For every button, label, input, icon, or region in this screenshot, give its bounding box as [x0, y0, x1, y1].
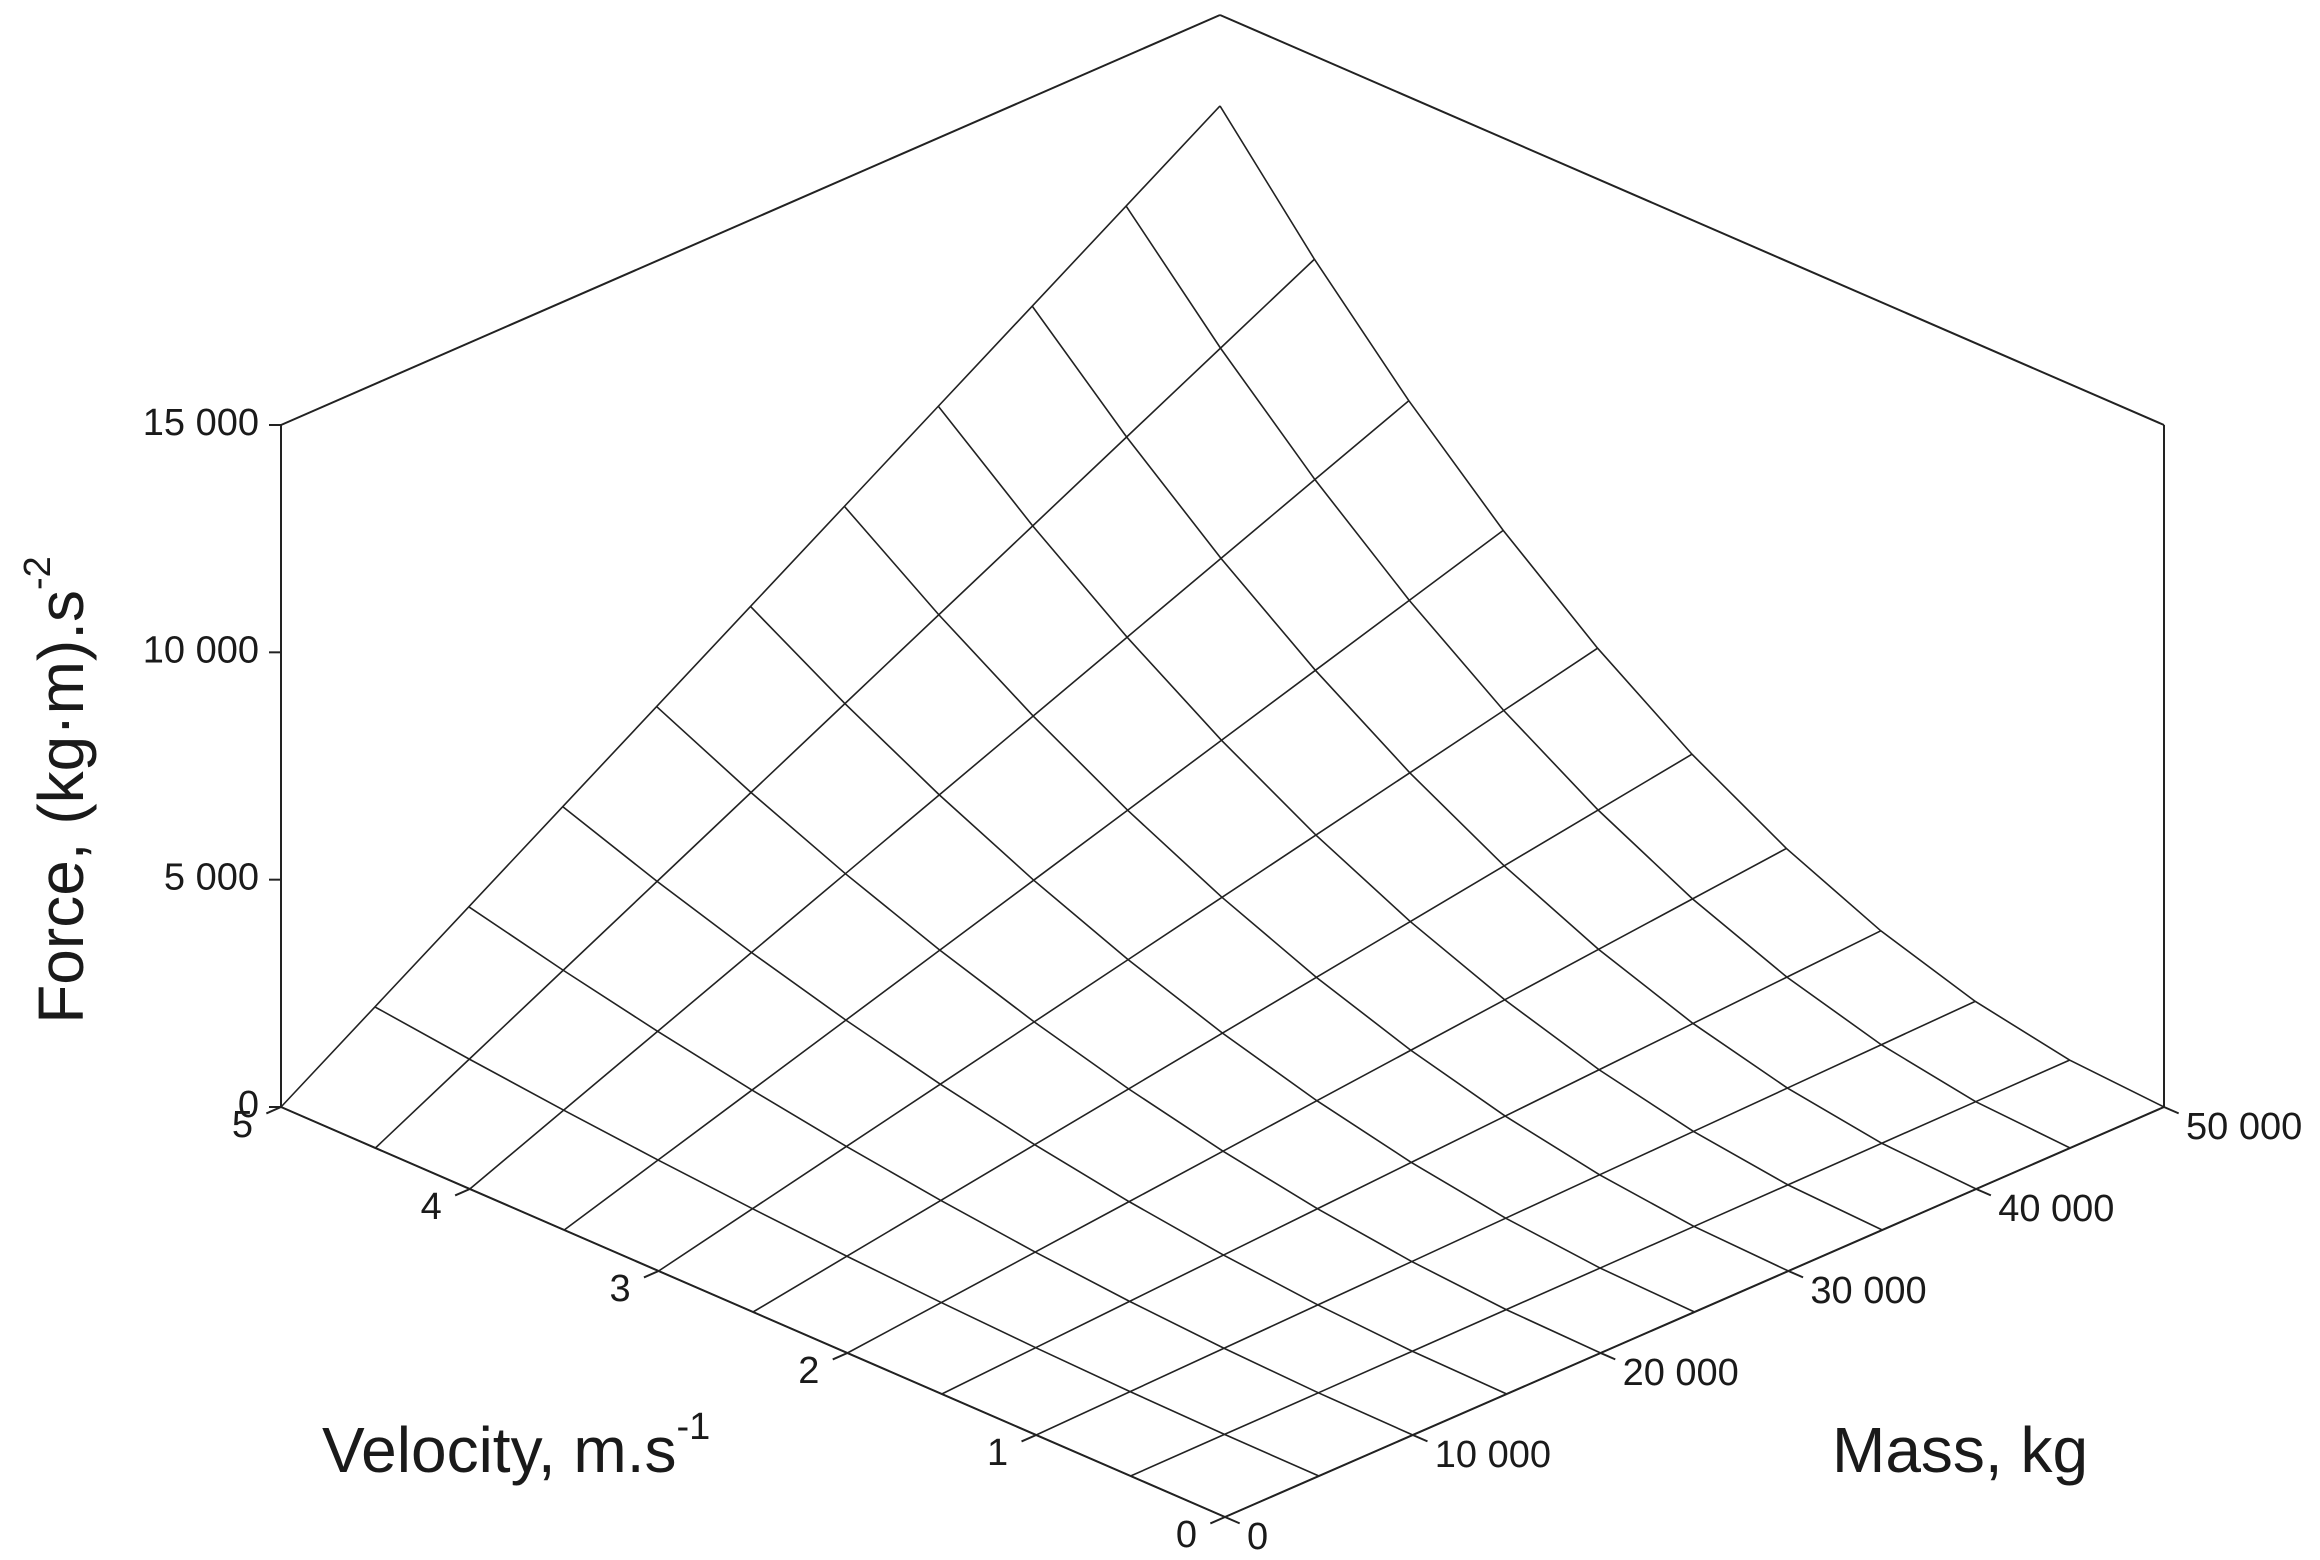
x-axis-label: Mass, kg [1832, 1414, 2088, 1486]
mesh-line [937, 405, 1883, 1231]
y-tick [1021, 1434, 1037, 1443]
z-tick-label: 5 000 [164, 857, 259, 899]
y-tick [454, 1188, 471, 1197]
y-tick [265, 1106, 282, 1115]
mesh-line [1224, 1106, 2165, 1518]
x-tick-label: 50 000 [2186, 1106, 2302, 1148]
y-tick-label: 1 [987, 1432, 1008, 1474]
z-tick-label: 10 000 [143, 629, 259, 671]
mesh-line [749, 605, 1695, 1313]
y-tick [643, 1270, 660, 1279]
x-tick [1412, 1434, 1428, 1443]
y-tick-label: 2 [798, 1350, 819, 1392]
z-axis-label-text: Force, (kg·m).s [25, 590, 97, 1024]
mesh-line [656, 705, 1601, 1354]
y-tick-label: 5 [232, 1104, 253, 1146]
z-tick-label: 15 000 [143, 402, 259, 444]
mesh-line [1035, 1000, 1976, 1436]
x-tick-label: 0 [1247, 1516, 1268, 1558]
mesh-line [752, 753, 1693, 1313]
z-axis-label: Force, (kg·m).s-2 [17, 556, 97, 1024]
z-tick-label: 0 [238, 1084, 259, 1126]
y-axis-label-text: Velocity, m.s [322, 1414, 676, 1486]
x-tick [1975, 1188, 1992, 1197]
mesh-line [469, 400, 1410, 1190]
x-tick [1788, 1270, 1804, 1279]
mesh-line [1219, 105, 2165, 1108]
mesh-line [1031, 305, 1977, 1190]
y-axis-label-sup: -1 [676, 1406, 710, 1448]
surface-mesh [280, 105, 2165, 1518]
x-tick-label: 30 000 [1810, 1270, 1926, 1312]
mesh-line [468, 906, 1414, 1436]
x-tick-label: 40 000 [1998, 1188, 2114, 1230]
mesh-line [562, 806, 1508, 1395]
mesh-line [843, 505, 1789, 1272]
y-tick-label: 4 [421, 1186, 442, 1228]
mesh-line [374, 1006, 1320, 1477]
mesh-line [847, 847, 1787, 1354]
mesh-line [563, 529, 1504, 1231]
y-tick-label: 0 [1176, 1514, 1197, 1556]
y-tick [1209, 1516, 1226, 1525]
x-tick [2163, 1106, 2180, 1115]
box-edge [1219, 14, 2165, 426]
mesh-line [374, 258, 1315, 1149]
y-tick-label: 3 [609, 1268, 630, 1310]
mesh-line [941, 930, 1882, 1395]
z-axis-label-sup: -2 [17, 556, 59, 590]
mesh-line [1130, 1059, 2070, 1477]
x-tick-label: 10 000 [1435, 1434, 1551, 1476]
y-axis-label: Velocity, m.s-1 [322, 1406, 710, 1486]
box-edge [280, 14, 1221, 426]
mesh-line [280, 105, 1221, 1108]
x-tick-label: 20 000 [1623, 1352, 1739, 1394]
x-tick [1600, 1352, 1616, 1361]
mesh-line [658, 647, 1599, 1272]
y-tick [832, 1352, 848, 1361]
x-tick [1224, 1516, 1241, 1525]
